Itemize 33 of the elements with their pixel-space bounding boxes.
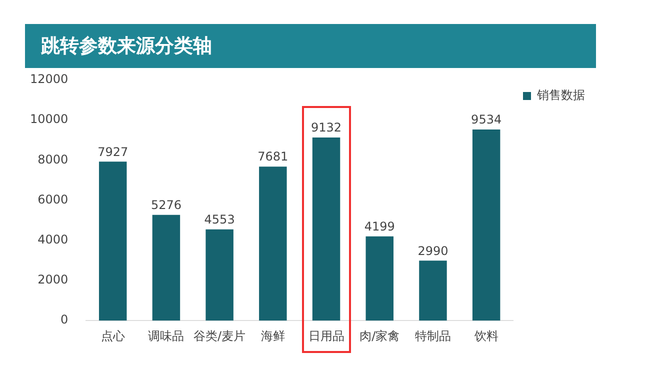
data-label: 7927 xyxy=(98,144,128,159)
chart-title: 跳转参数来源分类轴 xyxy=(41,34,212,59)
bar xyxy=(366,236,394,321)
bar xyxy=(206,229,234,321)
data-label: 9132 xyxy=(310,120,342,135)
y-tick-label: 0 xyxy=(60,312,68,327)
x-tick-label: 点心 xyxy=(100,328,125,343)
y-tick-label: 4000 xyxy=(38,232,68,247)
bar xyxy=(152,214,180,321)
data-label: 5276 xyxy=(150,198,182,212)
y-tick-label: 8000 xyxy=(38,152,68,166)
x-tick-label: 谷类/麦片 xyxy=(194,328,246,343)
bar xyxy=(259,166,287,321)
x-tick-label: 海鲜 xyxy=(260,328,285,343)
bar xyxy=(419,260,447,321)
x-tick-label: 特制品 xyxy=(414,328,451,343)
y-tick-label: 6000 xyxy=(38,192,68,206)
y-tick-label: 2000 xyxy=(38,272,68,287)
data-label: 9534 xyxy=(471,112,502,127)
data-label: 4553 xyxy=(204,212,235,226)
x-tick-label: 肉/家禽 xyxy=(360,328,400,343)
y-tick-label: 12000 xyxy=(30,72,68,86)
bar xyxy=(472,129,500,321)
x-tick-label: 调味品 xyxy=(148,328,184,343)
x-tick-label: 日用品 xyxy=(308,328,344,343)
data-label: 2990 xyxy=(418,244,448,258)
bar xyxy=(312,138,340,321)
x-tick-label: 饮料 xyxy=(473,328,498,343)
data-label: 4199 xyxy=(364,220,395,234)
data-label: 7681 xyxy=(258,150,288,164)
legend-label: 销售数据 xyxy=(536,88,585,102)
y-tick-label: 10000 xyxy=(30,112,68,126)
bar xyxy=(98,162,127,321)
